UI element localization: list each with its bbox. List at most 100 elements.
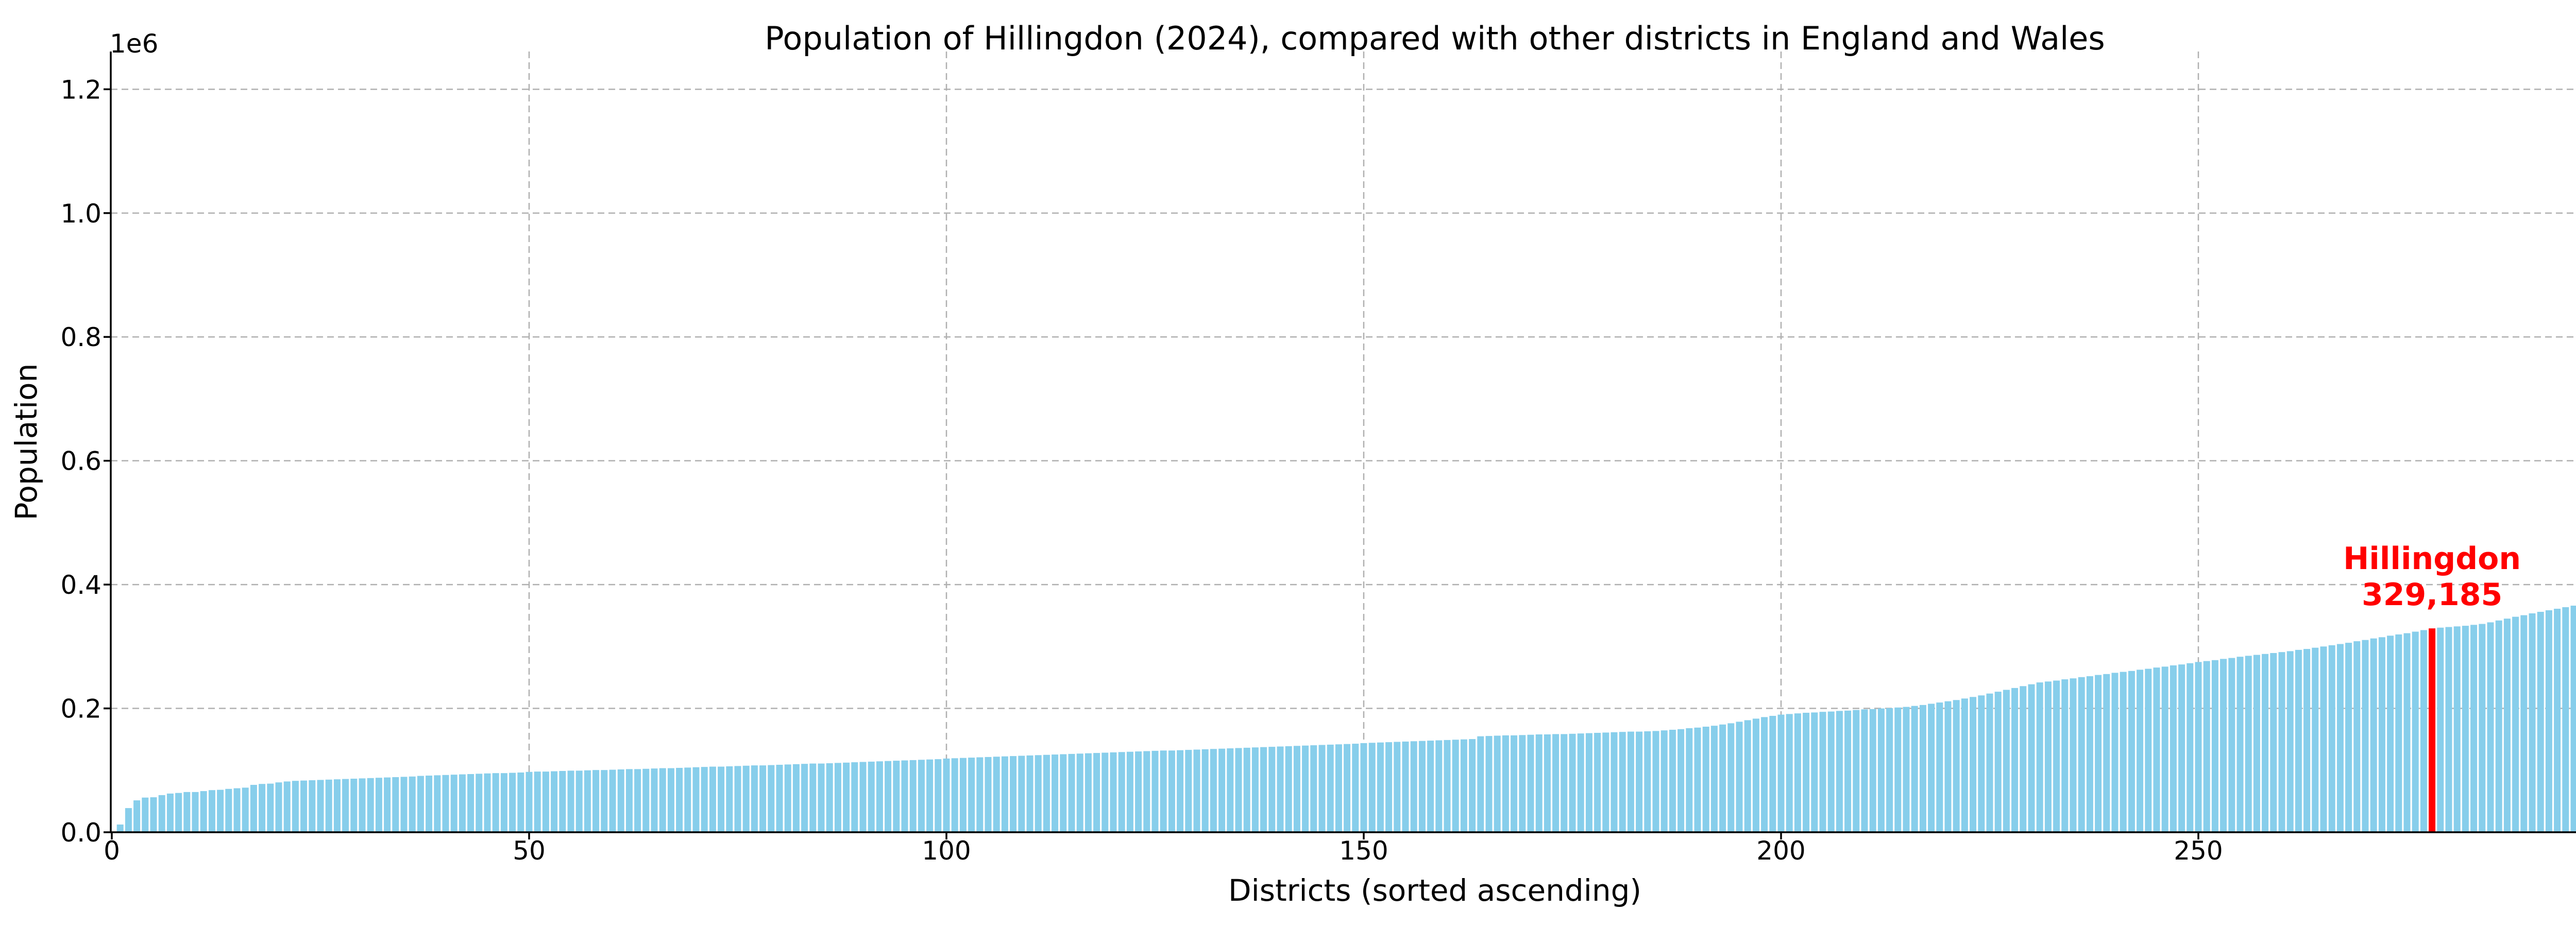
bar (450, 775, 457, 832)
bar (1452, 740, 1459, 832)
bar (1636, 731, 1643, 832)
bar (2512, 616, 2519, 832)
bar (208, 790, 215, 832)
bar (617, 769, 624, 832)
bar (2137, 670, 2144, 832)
bar (2020, 686, 2027, 832)
bar (1903, 707, 1910, 832)
bar (1110, 752, 1117, 832)
bar (1561, 734, 1568, 832)
bar (1535, 734, 1543, 832)
bar (1101, 752, 1109, 832)
bar (684, 767, 691, 832)
bar (718, 766, 725, 832)
bar (567, 770, 574, 832)
bar (1970, 697, 1977, 832)
bar (1794, 713, 1801, 832)
bar (133, 800, 141, 832)
bar (826, 763, 833, 832)
bar (2120, 672, 2127, 832)
bar (225, 788, 232, 832)
bar (801, 764, 808, 832)
bar (542, 771, 549, 832)
bar (1710, 726, 1718, 832)
bar (1118, 752, 1125, 832)
bar (1869, 709, 1876, 832)
bar (1769, 716, 1776, 832)
bar (1260, 747, 1267, 832)
bar (267, 783, 274, 832)
bar (1919, 705, 1926, 832)
bar (1669, 730, 1676, 832)
bar (951, 758, 958, 832)
bar (1126, 751, 1133, 832)
hillingdon-annotation: Hillingdon 329,185 (2252, 541, 2576, 613)
x-tick-label: 0 (104, 836, 120, 866)
bar (2028, 684, 2035, 832)
bar (2170, 665, 2177, 832)
bar (2320, 646, 2327, 832)
bar (742, 765, 750, 832)
bar (551, 771, 558, 832)
bar (2479, 624, 2486, 832)
bar (1577, 733, 1584, 832)
bar (2520, 615, 2528, 832)
bar (142, 797, 149, 832)
bar (1251, 747, 1259, 832)
bar (2286, 651, 2294, 832)
bar (1177, 750, 1184, 832)
bar (1344, 744, 1351, 832)
bar (150, 797, 157, 832)
bar (2003, 690, 2010, 832)
bar (1394, 742, 1401, 832)
bar (2070, 678, 2077, 832)
bar (283, 781, 291, 832)
bar (1761, 717, 1768, 832)
bar (1502, 735, 1509, 832)
bar (1944, 701, 1952, 832)
bar (1268, 747, 1276, 832)
bar (776, 765, 783, 832)
bar (175, 793, 182, 832)
bar (2562, 607, 2569, 832)
bar (350, 779, 358, 832)
bar (909, 760, 917, 832)
bar (125, 808, 132, 832)
bar (2445, 627, 2452, 832)
y-tick-label: 0.6 (60, 447, 101, 476)
y-tick-label: 0.2 (60, 694, 101, 724)
bar (2278, 652, 2285, 832)
y-tick-label: 0.4 (60, 570, 101, 600)
bar (509, 772, 516, 832)
bar (534, 771, 541, 832)
bar (1953, 700, 1960, 832)
y-tick-label: 0.0 (60, 818, 101, 848)
bar (292, 781, 299, 832)
bar (676, 768, 683, 832)
bar (2387, 636, 2394, 832)
bar (1585, 733, 1592, 832)
bar (1335, 744, 1342, 832)
bar (2253, 655, 2260, 832)
bar (2412, 631, 2419, 832)
bar (692, 767, 700, 832)
bar (1803, 713, 1810, 832)
bar (2495, 620, 2502, 832)
bar (868, 761, 875, 832)
bar (476, 774, 483, 832)
bar (2128, 671, 2135, 832)
bar (935, 759, 942, 832)
bar (601, 770, 608, 832)
bar (1227, 748, 1234, 832)
bar (2228, 658, 2235, 832)
bar (1777, 714, 1785, 832)
bar (1060, 754, 1067, 832)
bar (325, 779, 332, 832)
bar (1185, 750, 1192, 832)
bar (709, 766, 716, 832)
bar (1719, 724, 1726, 832)
bar (2086, 676, 2093, 832)
bar (2011, 688, 2019, 832)
bar (1994, 692, 2002, 832)
bar (1318, 745, 1326, 832)
